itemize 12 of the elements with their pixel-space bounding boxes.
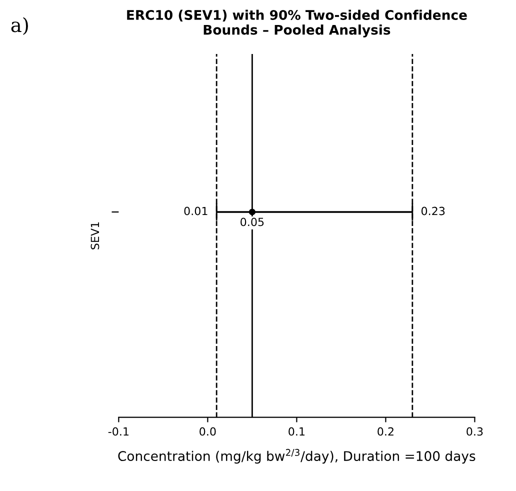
x-tick-label: 0.2 [378, 427, 394, 436]
y-axis-title: SEV1 [90, 222, 100, 250]
annotation: 0.23 [421, 206, 445, 216]
annotation: 0.01 [184, 206, 208, 216]
x-tick-label: 0.3 [466, 427, 483, 436]
x-axis-title: Concentration (mg/kg bw$^{2/3}$/day), Duration =100 days [118, 448, 476, 464]
data-label: 0.05 [240, 218, 264, 226]
chart-title: ERC10 (SEV1) with 90% Two-sided Confidence Bounds – Pooled Analysis [127, 10, 467, 38]
x-tick-label: 0.1 [288, 427, 305, 436]
text: a) [11, 17, 28, 35]
x-tick-label: 0.0 [200, 427, 216, 436]
x-tick-label: -0.1 [108, 427, 128, 436]
